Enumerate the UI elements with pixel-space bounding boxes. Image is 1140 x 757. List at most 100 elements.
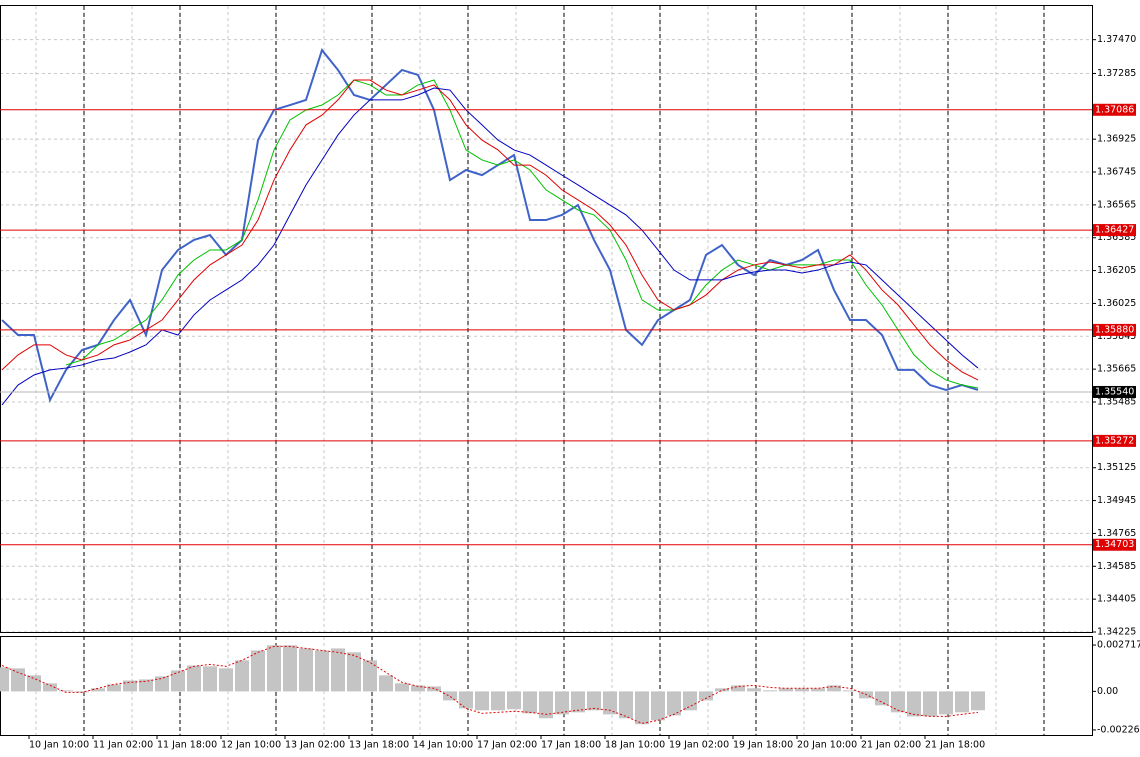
histogram-bar (779, 688, 793, 692)
y-tick-label: 1.35125 (1097, 462, 1136, 473)
y-tick-label: 1.35845 (1097, 331, 1136, 342)
histogram-bar (155, 676, 169, 692)
histogram-bar (555, 691, 569, 715)
y-tick-label: 1.34225 (1097, 627, 1136, 638)
histogram-bar (619, 691, 633, 719)
level-label: 1.36427 (1095, 225, 1134, 236)
histogram-bar (587, 691, 601, 711)
histogram-bar (891, 691, 905, 713)
x-tick-label: 21 Jan 02:00 (861, 740, 921, 751)
histogram-bar (91, 688, 105, 692)
level-label-box (1093, 323, 1136, 336)
current-price-label: 1.35540 (1095, 386, 1134, 397)
histogram-bar (171, 670, 185, 692)
y-tick-label: 0.00 (1097, 686, 1118, 697)
y-tick-label: 1.34405 (1097, 594, 1136, 605)
y-tick-label: 1.34585 (1097, 561, 1136, 572)
y-tick-label: 1.34765 (1097, 528, 1136, 539)
histogram-bar (459, 691, 473, 709)
level-label-box (1093, 103, 1136, 116)
x-tick-label: 13 Jan 02:00 (285, 740, 345, 751)
histogram-bar (379, 675, 393, 692)
histogram-bar (363, 660, 377, 692)
level-label: 1.35272 (1095, 435, 1134, 446)
y-tick-label: 1.36205 (1097, 265, 1136, 276)
level-label-box (1093, 224, 1136, 237)
histogram-bar (523, 691, 537, 714)
histogram-bar (139, 679, 153, 692)
histogram-bar (683, 691, 697, 711)
histogram-bar (491, 691, 505, 711)
x-tick-label: 20 Jan 10:00 (797, 740, 857, 751)
histogram-bar (507, 691, 521, 710)
histogram-bar (43, 683, 57, 692)
histogram-bar (843, 690, 857, 692)
series-line (1, 645, 979, 724)
x-tick-label: 13 Jan 18:00 (349, 740, 409, 751)
histogram-bar (811, 688, 825, 692)
main-panel (0, 5, 1093, 633)
y-tick-label: 1.37470 (1097, 34, 1136, 45)
histogram-bar (699, 691, 713, 701)
histogram-bar (219, 668, 233, 692)
series-line (1, 79, 979, 381)
histogram-bar (923, 691, 937, 717)
histogram-bar (651, 691, 665, 721)
y-tick-label: 1.36385 (1097, 232, 1136, 243)
y-tick-label: 1.37285 (1097, 68, 1136, 79)
histogram-bar (395, 683, 409, 692)
y-tick-label: 1.36925 (1097, 134, 1136, 145)
y-tick-label: 1.35485 (1097, 397, 1136, 408)
y-tick-label: 1.36565 (1097, 199, 1136, 210)
current-price-box (1093, 385, 1136, 398)
histogram-bar (27, 675, 41, 692)
x-tick-label: 11 Jan 18:00 (157, 740, 217, 751)
histogram-bar (251, 650, 265, 692)
histogram-bar (635, 691, 649, 725)
histogram-bar (667, 691, 681, 716)
histogram-bar (763, 690, 777, 692)
series-line (1, 48, 979, 403)
x-tick-label: 12 Jan 10:00 (221, 740, 281, 751)
series-line (1, 87, 979, 406)
x-tick-label: 17 Jan 18:00 (541, 740, 601, 751)
histogram-bar (475, 691, 489, 711)
x-tick-label: 19 Jan 18:00 (733, 740, 793, 751)
histogram-bar (411, 685, 425, 692)
histogram-bar (747, 688, 761, 692)
level-label-box (1093, 434, 1136, 447)
histogram-bar (715, 688, 729, 692)
histogram-bar (59, 690, 73, 692)
y-tick-label: 0.002717 (1097, 640, 1140, 651)
x-tick-label: 10 Jan 10:00 (29, 740, 89, 751)
x-tick-label: 21 Jan 18:00 (925, 740, 985, 751)
histogram-bar (571, 691, 585, 713)
x-tick-label: 17 Jan 02:00 (477, 740, 537, 751)
histogram-bar (539, 691, 553, 719)
histogram-bar (315, 650, 329, 692)
histogram-bar (283, 645, 297, 692)
y-tick-label: 1.36025 (1097, 298, 1136, 309)
histogram-bar (731, 685, 745, 692)
histogram-bar (827, 685, 841, 692)
histogram-bar (331, 648, 345, 692)
histogram-bar (267, 645, 281, 692)
level-label: 1.37086 (1095, 104, 1134, 115)
level-label: 1.34703 (1095, 539, 1134, 550)
histogram-bar (235, 660, 249, 692)
histogram-bar (123, 680, 137, 692)
histogram-bar (203, 666, 217, 692)
level-label: 1.35880 (1095, 324, 1134, 335)
histogram-bar (603, 691, 617, 715)
histogram-bar (347, 652, 361, 692)
histogram-bar (907, 691, 921, 717)
histogram-bar (0, 667, 9, 692)
y-tick-label: 1.36745 (1097, 167, 1136, 178)
x-tick-label: 19 Jan 02:00 (669, 740, 729, 751)
histogram-bar (971, 691, 985, 711)
histogram-bar (11, 668, 25, 692)
histogram-bar (955, 691, 969, 713)
histogram-bar (795, 688, 809, 692)
